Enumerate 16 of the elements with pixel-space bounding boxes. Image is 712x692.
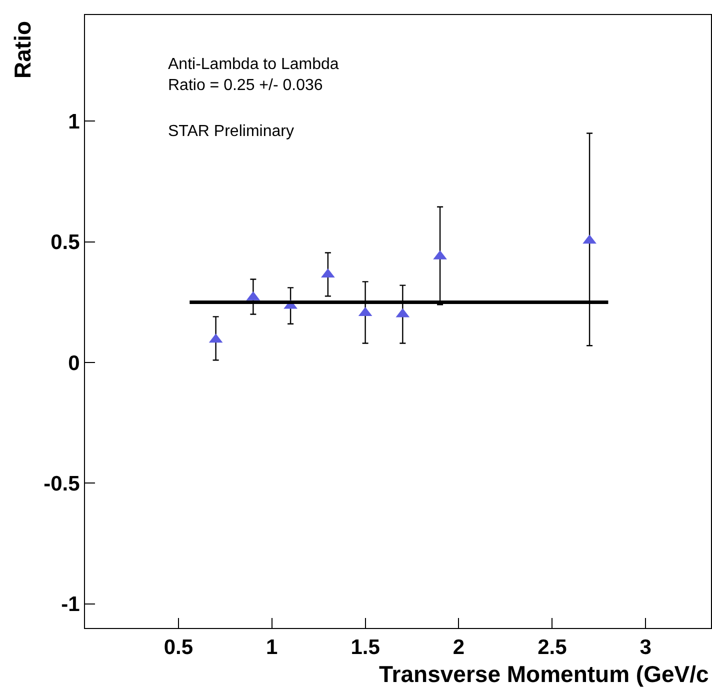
annotation: Ratio = 0.25 +/- 0.036	[168, 77, 323, 94]
x-tick-label: 0.5	[164, 636, 194, 660]
y-tick-label: -0.5	[44, 472, 80, 496]
x-tick-label: 2	[452, 636, 465, 660]
y-tick-label: -1	[61, 593, 80, 616]
y-axis-title: Ratio	[9, 20, 36, 78]
x-tick-label: 1.5	[350, 636, 380, 660]
x-tick-label: 2.5	[538, 636, 568, 660]
y-tick-label: 1	[68, 110, 80, 134]
x-tick-label: 1	[266, 636, 278, 660]
annotation: STAR Preliminary	[168, 123, 294, 140]
y-tick-label: 0	[68, 352, 80, 375]
x-axis-title: Transverse Momentum (GeV/c	[379, 661, 709, 687]
annotation: Anti-Lambda to Lambda	[168, 56, 339, 73]
x-tick-label: 3	[640, 636, 652, 660]
y-tick-label: 0.5	[50, 231, 80, 254]
